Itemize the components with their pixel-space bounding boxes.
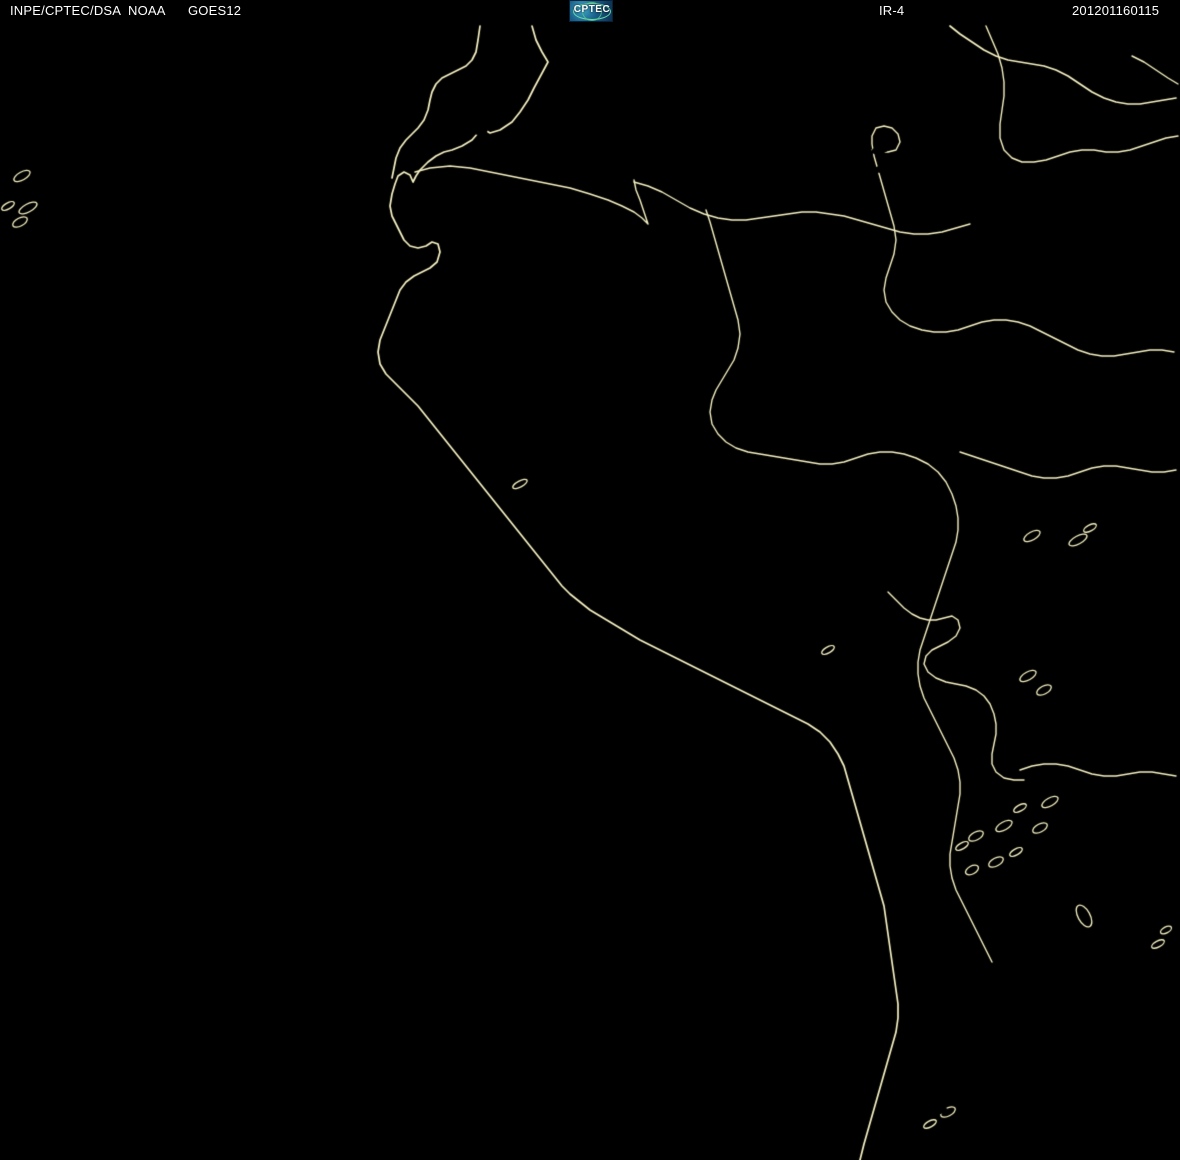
cptec-logo-label: CPTEC: [573, 4, 611, 15]
cptec-logo-icon: CPTEC: [569, 0, 613, 22]
header-bar: INPE/CPTEC/DSA NOAA GOES12 IR-4 20120116…: [0, 0, 1180, 22]
source-label: INPE/CPTEC/DSA: [10, 3, 122, 18]
globe-inner-ring-icon: [582, 2, 602, 21]
satellite-label: GOES12: [188, 3, 242, 18]
agency-label: NOAA: [128, 3, 166, 18]
channel-label: IR-4: [879, 3, 905, 18]
timestamp-label: 201201160115: [1072, 3, 1160, 18]
